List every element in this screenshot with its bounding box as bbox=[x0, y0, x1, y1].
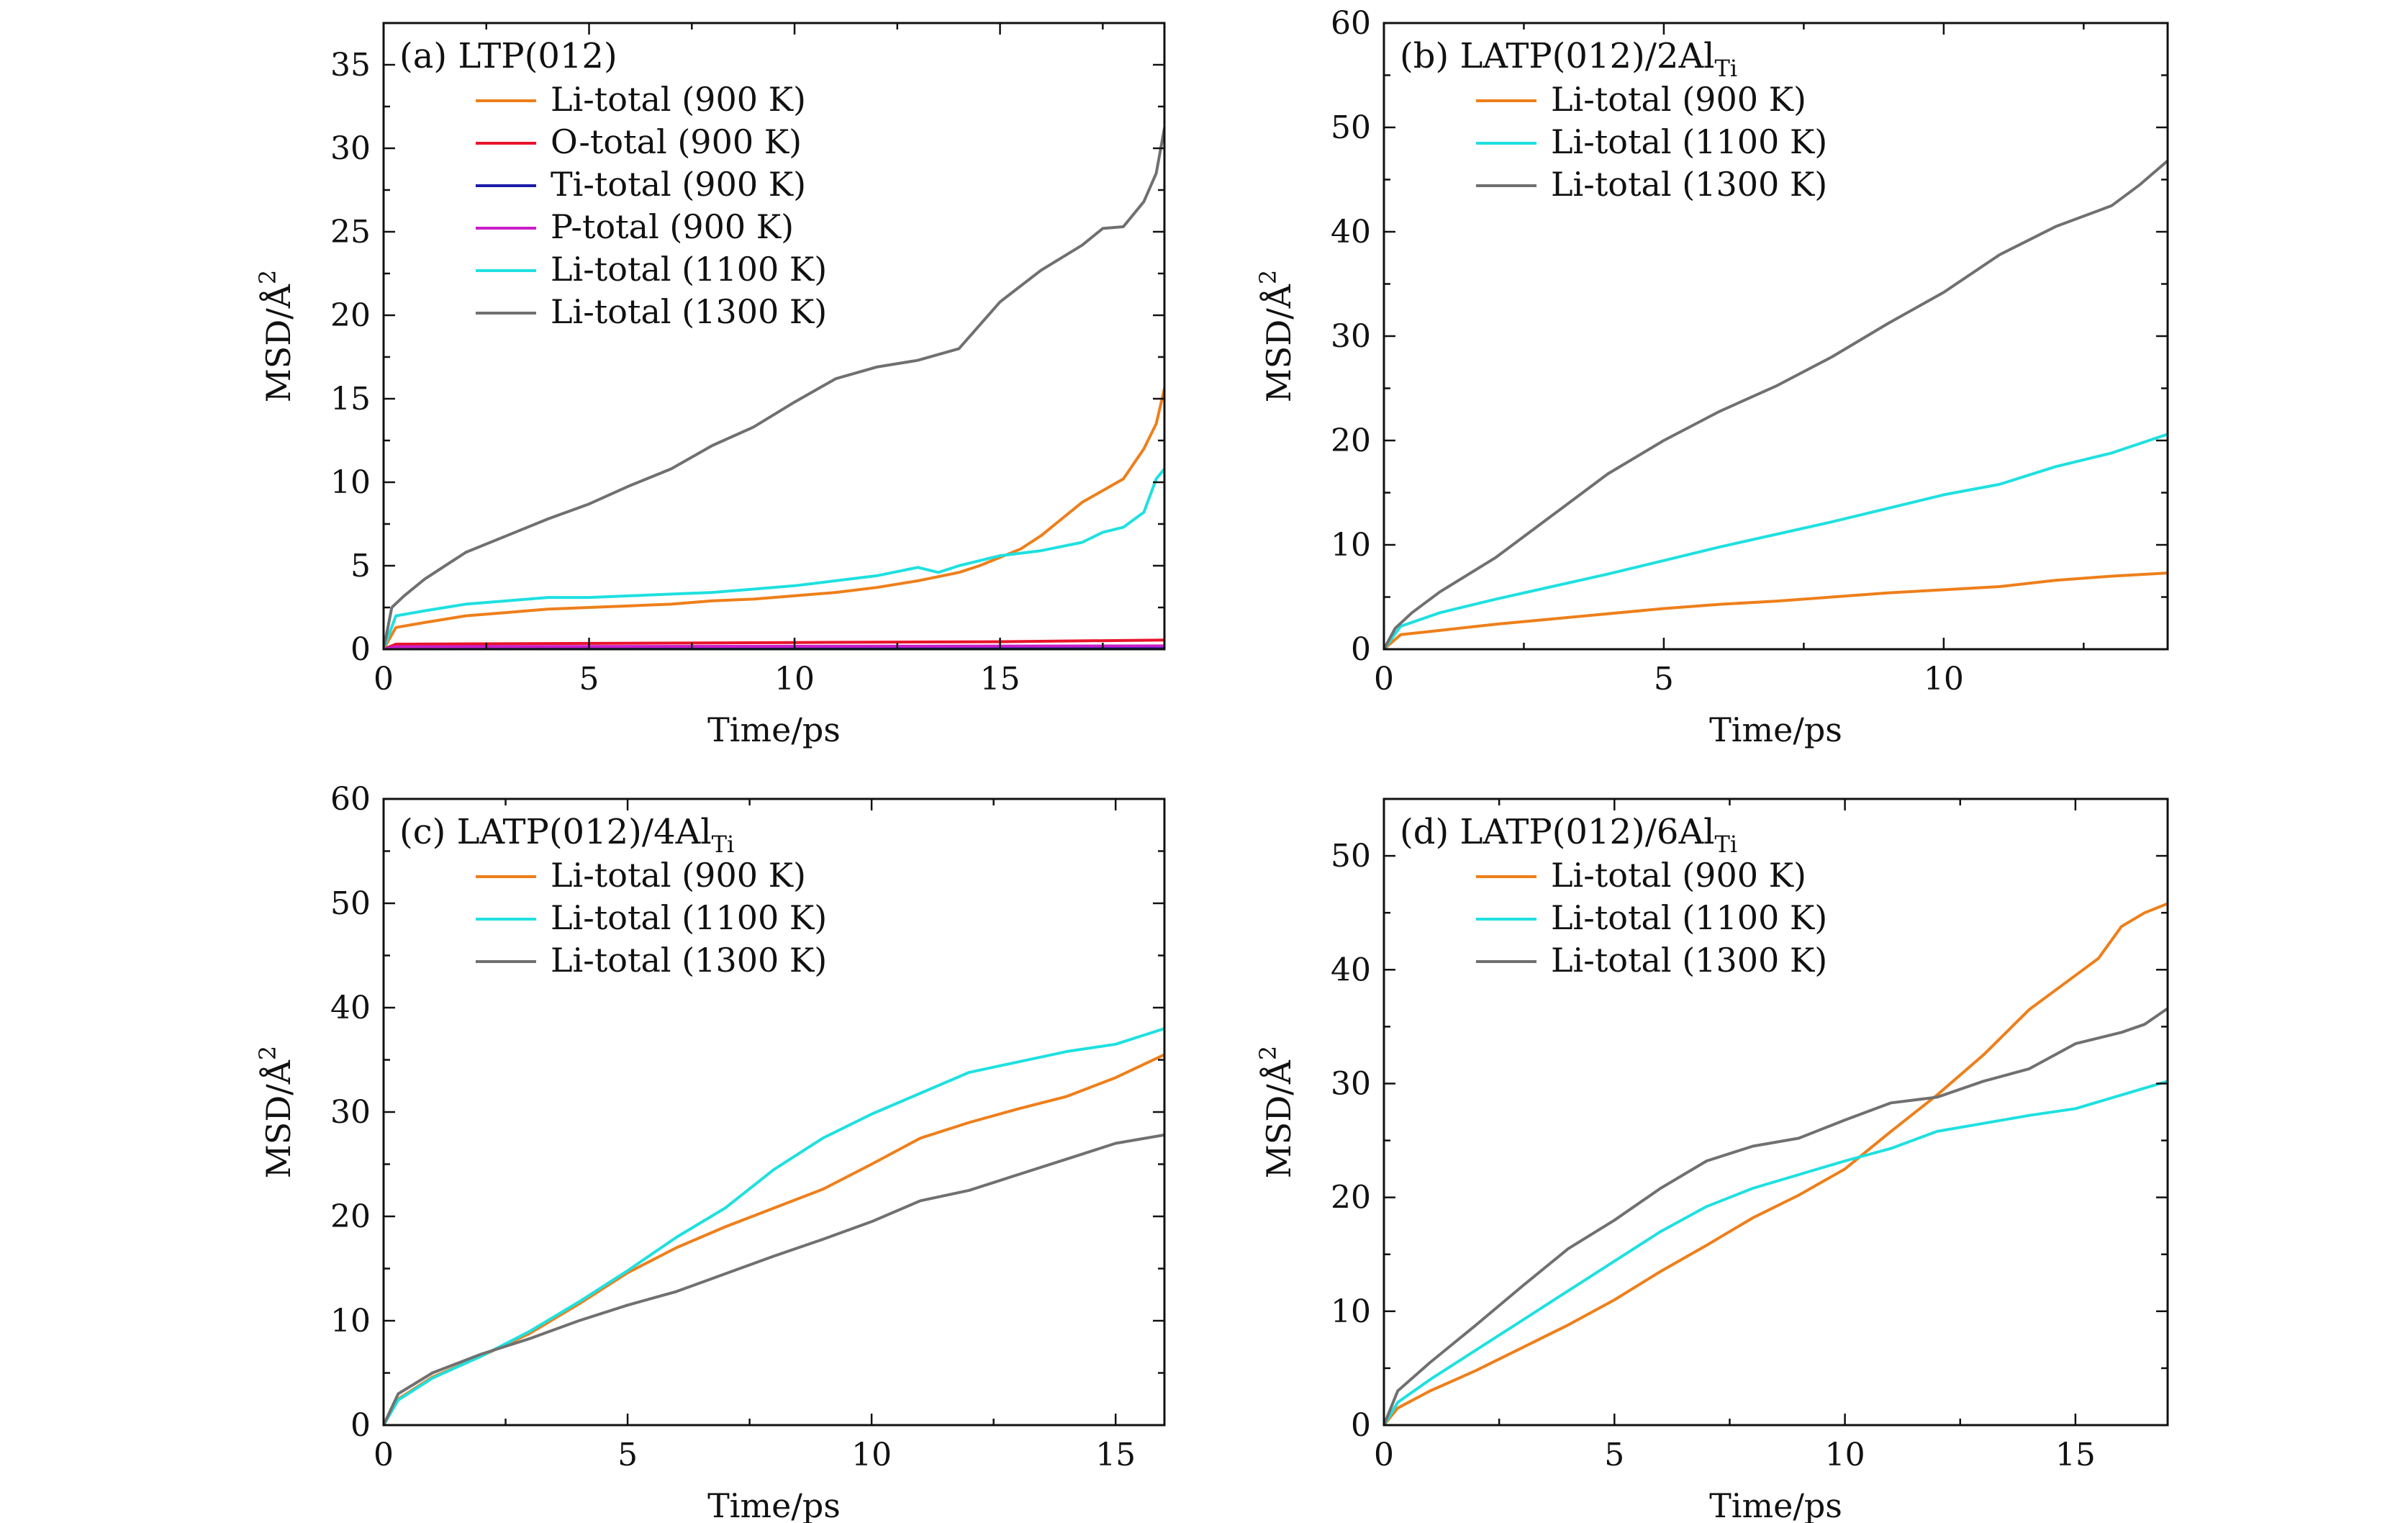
series-line-1 bbox=[384, 1053, 1164, 1425]
x-tick-label: 0 bbox=[1374, 1437, 1394, 1473]
legend-label-3: Li-total (1300 K) bbox=[1551, 165, 1827, 204]
y-axis-title: MSD/Å2 bbox=[254, 1046, 298, 1179]
y-tick-label: 0 bbox=[350, 631, 371, 668]
legend: Li-total (900 K)O-total (900 K) Ti-total … bbox=[476, 80, 827, 331]
y-tick-label: 0 bbox=[1351, 631, 1371, 668]
legend-label-2: Li-total (1100 K) bbox=[1551, 898, 1827, 937]
x-axis-title: Time/ps bbox=[1709, 710, 1842, 749]
series-group bbox=[384, 127, 1164, 649]
series-group bbox=[384, 1027, 1164, 1425]
legend-label-3: Li-total (1300 K) bbox=[551, 941, 827, 980]
y-tick-label: 20 bbox=[330, 1198, 371, 1235]
y-tick-label: 60 bbox=[1331, 5, 1371, 42]
legend-label-2: O-total (900 K) bbox=[551, 122, 802, 161]
series-group bbox=[1384, 902, 2168, 1425]
y-tick-label: 40 bbox=[1331, 214, 1371, 250]
y-tick-label: 10 bbox=[330, 1303, 371, 1339]
legend-label-1: Li-total (900 K) bbox=[551, 856, 806, 895]
legend: Li-total (900 K)Li-total (1100 K) Li-tota… bbox=[1476, 856, 1827, 980]
x-tick-label: 0 bbox=[1374, 661, 1394, 697]
plot-frame bbox=[1382, 797, 2169, 1427]
series-line-3 bbox=[1384, 1007, 2168, 1425]
panel-d: 0 5 10 15 0 10 20 30 40 50 Time/ps MSD/Å2 (d) LATP(0… bbox=[1254, 797, 2169, 1523]
y-tick-label: 30 bbox=[330, 1094, 371, 1131]
y-tick-label: 20 bbox=[1331, 422, 1371, 459]
series-group bbox=[1384, 159, 2168, 649]
y-tick-label: 50 bbox=[1331, 838, 1371, 875]
y-tick-label: 40 bbox=[1331, 952, 1371, 988]
y-tick-label: 40 bbox=[330, 990, 371, 1026]
legend-label-2: Li-total (1100 K) bbox=[551, 898, 827, 937]
y-tick-label: 10 bbox=[1331, 1293, 1371, 1330]
x-tick-label: 15 bbox=[2055, 1437, 2096, 1473]
y-tick-label: 10 bbox=[1331, 527, 1371, 564]
series-line-1 bbox=[1384, 571, 2168, 649]
x-tick-label: 0 bbox=[374, 1437, 394, 1473]
legend-label-2: Li-total (1100 K) bbox=[1551, 122, 1827, 161]
series-line-2 bbox=[384, 1027, 1164, 1425]
y-tick-label: 30 bbox=[1331, 318, 1371, 355]
y-tick-label: 5 bbox=[350, 548, 371, 584]
plot-frame bbox=[382, 22, 1166, 651]
panel-b: 0 5 10 0 10 20 30 40 50 60 Time/ps MSD/Å2 (b) LATP(0… bbox=[1254, 5, 2169, 749]
x-axis-title: Time/ps bbox=[707, 710, 841, 749]
x-tick-label: 10 bbox=[774, 661, 815, 697]
legend-label-6: Li-total (1300 K) bbox=[551, 292, 827, 331]
series-line-2 bbox=[1384, 1080, 2168, 1425]
x-tick-label: 10 bbox=[1924, 661, 1964, 697]
x-tick-label: 0 bbox=[374, 661, 394, 697]
series-line-1 bbox=[384, 387, 1164, 649]
legend-label-5: Li-total (1100 K) bbox=[551, 250, 827, 289]
y-tick-label: 0 bbox=[350, 1407, 371, 1444]
y-tick-label: 0 bbox=[1351, 1407, 1371, 1444]
legend: Li-total (900 K)Li-total (1100 K) Li-tota… bbox=[1476, 80, 1827, 204]
series-line-1 bbox=[1384, 902, 2168, 1425]
legend-label-1: Li-total (900 K) bbox=[1551, 856, 1806, 895]
series-line-2 bbox=[1384, 433, 2168, 649]
y-axis-title: MSD/Å2 bbox=[1254, 1046, 1298, 1179]
y-tick-label: 50 bbox=[330, 885, 371, 922]
y-tick-label: 25 bbox=[330, 214, 371, 250]
legend: Li-total (900 K)Li-total (1100 K) Li-tota… bbox=[476, 856, 827, 980]
x-tick-label: 15 bbox=[980, 661, 1020, 697]
legend-label-3: Ti-total (900 K) bbox=[551, 165, 806, 204]
panel-title: (d) LATP(012)/6AlTi bbox=[1400, 812, 1737, 858]
y-tick-label: 30 bbox=[1331, 1065, 1371, 1102]
y-tick-label: 60 bbox=[330, 781, 371, 818]
y-tick-label: 50 bbox=[1331, 109, 1371, 146]
series-line-3 bbox=[384, 1133, 1164, 1425]
series-line-3 bbox=[1384, 159, 2168, 649]
panel-title: (a) LTP(012) bbox=[399, 36, 617, 76]
panel-title: (c) LATP(012)/4AlTi bbox=[399, 812, 734, 858]
x-tick-label: 5 bbox=[1654, 661, 1674, 697]
series-line-5 bbox=[384, 467, 1164, 649]
y-tick-label: 35 bbox=[330, 47, 371, 83]
y-axis-title: MSD/Å2 bbox=[1254, 270, 1298, 403]
panel-a: 0 5 10 15 0 5 10 15 20 25 30 35 Time/ps MSD/Å2 (a) LTP… bbox=[254, 22, 1166, 749]
legend-label-1: Li-total (900 K) bbox=[551, 80, 806, 119]
x-axis-title: Time/ps bbox=[707, 1486, 841, 1523]
series-line-6 bbox=[384, 127, 1164, 649]
x-tick-label: 15 bbox=[1095, 1437, 1136, 1473]
x-tick-label: 5 bbox=[617, 1437, 638, 1473]
panel-c: 0 5 10 15 0 10 20 30 40 50 60 Time/ps MSD/Å2 (c) LATP… bbox=[254, 781, 1166, 1523]
x-tick-label: 10 bbox=[1825, 1437, 1865, 1473]
x-axis-title: Time/ps bbox=[1709, 1486, 1842, 1523]
legend-label-4: P-total (900 K) bbox=[551, 207, 794, 246]
y-tick-label: 30 bbox=[330, 130, 371, 167]
x-tick-label: 10 bbox=[851, 1437, 892, 1473]
y-tick-label: 20 bbox=[1331, 1180, 1371, 1216]
y-axis-title: MSD/Å2 bbox=[254, 270, 298, 403]
y-tick-label: 20 bbox=[330, 297, 371, 334]
y-tick-label: 15 bbox=[330, 381, 371, 417]
legend-label-3: Li-total (1300 K) bbox=[1551, 941, 1827, 980]
x-tick-label: 5 bbox=[1604, 1437, 1624, 1473]
panel-title: (b) LATP(012)/2AlTi bbox=[1400, 36, 1737, 82]
y-tick-label: 10 bbox=[330, 464, 371, 501]
legend-label-1: Li-total (900 K) bbox=[1551, 80, 1806, 119]
x-tick-label: 5 bbox=[579, 661, 599, 697]
